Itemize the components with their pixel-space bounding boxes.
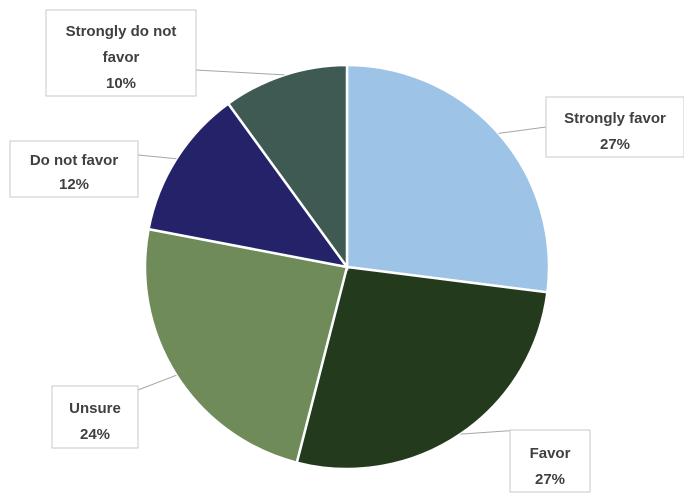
slice-percent-favor: 27% <box>535 471 565 488</box>
leader-line <box>137 154 177 160</box>
pie-slice-strongly-favor <box>345 63 551 294</box>
slice-label-favor: Favor <box>530 445 571 462</box>
callout-box <box>509 429 591 493</box>
slice-percent-strongly-do-not-favor: 10% <box>106 75 136 92</box>
slice-percent-unsure: 24% <box>80 426 110 443</box>
slice-label-unsure: Unsure <box>69 400 121 417</box>
slice-percent-do-not-favor: 12% <box>59 176 89 193</box>
pie-slices <box>143 63 551 471</box>
pie-slice-favor <box>295 265 549 471</box>
callout-do-not-favor: Do not favor 12% <box>9 140 139 198</box>
leader-line <box>137 374 177 391</box>
slice-label-strongly-favor: Strongly favor <box>564 110 666 127</box>
slice-label-strongly-do-not-favor: Strongly do not favor <box>66 23 177 66</box>
callout-strongly-do-not-favor: Strongly do not favor 10% <box>45 9 197 97</box>
callout-box <box>51 385 139 449</box>
callout-unsure: Unsure 24% <box>51 385 139 449</box>
callout-favor: Favor 27% <box>509 429 591 493</box>
pie-slice-strongly-do-not-favor <box>226 63 349 271</box>
callouts: Strongly favor 27% Favor 27% Unsure 24% … <box>9 9 684 493</box>
callout-strongly-favor: Strongly favor 27% <box>545 96 684 158</box>
pie-slice-do-not-favor <box>147 101 350 269</box>
callout-box <box>45 9 197 97</box>
slice-percent-strongly-favor: 27% <box>600 136 630 153</box>
slice-label-do-not-favor: Do not favor <box>30 152 118 169</box>
callout-box <box>9 140 139 198</box>
callout-box <box>545 96 684 158</box>
leader-line <box>195 69 285 76</box>
leader-line <box>498 126 547 134</box>
